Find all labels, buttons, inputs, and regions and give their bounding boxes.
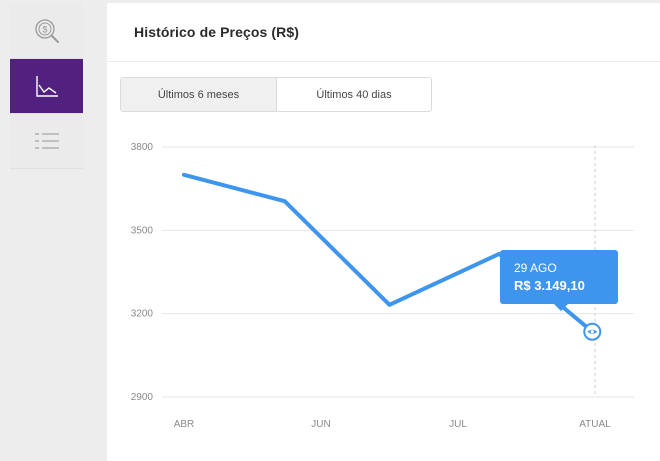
x-tick-label: ABR — [174, 419, 195, 430]
chart-line-icon — [35, 76, 58, 97]
eye-pupil — [590, 330, 594, 334]
x-tick-label: ATUAL — [579, 419, 611, 430]
sidebar-item-price-search[interactable]: $ — [10, 4, 83, 59]
tab-last-40-days[interactable]: Últimos 40 dias — [277, 78, 431, 111]
y-tick-label: 3500 — [131, 225, 154, 236]
price-chart: 3800 3500 3200 2900 ABR JUN JUL ATUAL — [131, 142, 634, 430]
list-icon — [34, 133, 59, 149]
tooltip-price: R$ 3.149,10 — [514, 278, 585, 293]
svg-text:$: $ — [42, 25, 47, 35]
y-tick-label: 3200 — [131, 309, 154, 320]
sidebar-item-price-history[interactable] — [10, 59, 83, 114]
page-title: Histórico de Preços (R$) — [134, 24, 299, 40]
y-tick-label: 3800 — [131, 142, 154, 153]
sidebar-item-list[interactable] — [10, 114, 83, 169]
x-tick-label: JUN — [311, 419, 330, 430]
tab-last-6-months[interactable]: Últimos 6 meses — [121, 78, 277, 111]
y-tick-label: 2900 — [131, 392, 154, 403]
sidebar: $ — [10, 4, 83, 170]
price-search-icon: $ — [34, 19, 59, 43]
price-tooltip: 29 AGO R$ 3.149,10 — [500, 250, 618, 311]
tooltip-date: 29 AGO — [514, 261, 557, 275]
card-header: Histórico de Preços (R$) — [107, 3, 660, 62]
x-tick-label: JUL — [449, 419, 467, 430]
price-history-card: Histórico de Preços (R$) Últimos 6 meses… — [107, 3, 660, 461]
period-tabs: Últimos 6 meses Últimos 40 dias — [120, 77, 432, 112]
